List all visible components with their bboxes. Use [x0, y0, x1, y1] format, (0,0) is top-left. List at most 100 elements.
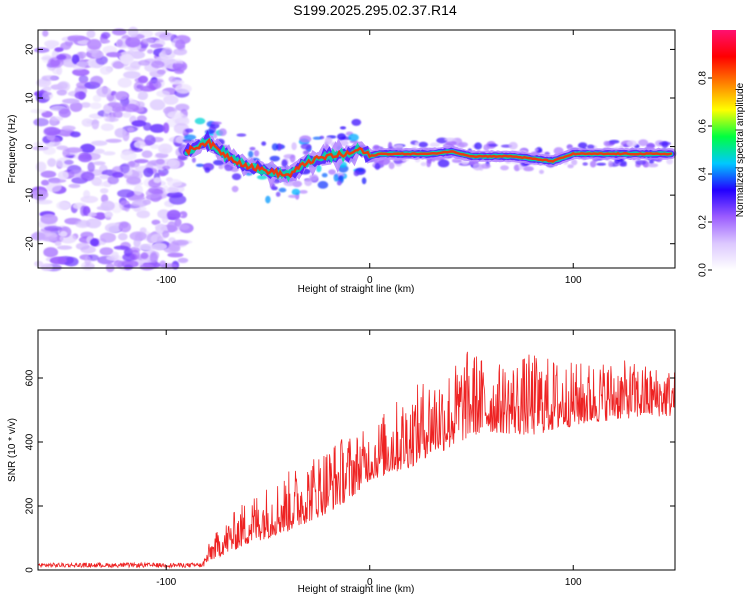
transition-blob [204, 167, 211, 173]
noise-blob [90, 75, 104, 86]
noise-blob [90, 238, 99, 247]
transition-blob [265, 195, 271, 204]
transition-blob [291, 188, 301, 196]
noise-blob [84, 255, 92, 266]
transition-blob [647, 163, 659, 168]
noise-blob [175, 103, 190, 112]
transition-blob [269, 155, 280, 162]
noise-blob [58, 108, 71, 118]
noise-blob [91, 50, 104, 59]
noise-blob [137, 75, 149, 84]
transition-blob [337, 133, 346, 141]
transition-blob [194, 117, 206, 125]
noise-blob [162, 165, 171, 170]
noise-blob [91, 119, 100, 130]
ridge-layer-3 [185, 137, 673, 179]
noise-blob [107, 175, 119, 185]
noise-blob [116, 39, 123, 47]
noise-blob [34, 47, 50, 53]
noise-blob [167, 179, 183, 188]
snr-series-line [37, 351, 676, 569]
transition-blob [300, 143, 312, 150]
noise-blob [68, 183, 81, 189]
colorbar-tick-label: 0.6 [698, 119, 709, 133]
x-tick-label: 100 [565, 577, 582, 588]
noise-blob [105, 138, 122, 143]
transition-blob [299, 190, 308, 194]
noise-blob [161, 47, 173, 55]
spectrogram-x-label: Height of straight line (km) [298, 284, 415, 295]
noise-blob [50, 116, 64, 121]
noise-blob [85, 218, 102, 229]
transition-blob [414, 141, 419, 146]
noise-blob [114, 127, 127, 138]
noise-blob [117, 77, 132, 88]
noise-blob [173, 48, 188, 56]
transition-blob [420, 162, 427, 167]
transition-blob [603, 140, 610, 146]
noise-blob [87, 212, 97, 217]
noise-blob [41, 75, 58, 81]
noise-blob [103, 111, 111, 122]
transition-blob [231, 185, 239, 193]
y-tick-label: -10 [25, 187, 36, 202]
snr-x-ticks: -100 0 100 [156, 330, 582, 588]
noise-blob [33, 118, 49, 127]
transition-blob [619, 163, 627, 167]
transition-blob [666, 158, 673, 165]
y-tick-label: 400 [25, 433, 36, 450]
noise-blob [155, 158, 165, 165]
noise-blob [133, 184, 144, 196]
snr-y-label: SNR (10 * v/v) [7, 418, 18, 482]
transition-blob [582, 162, 588, 166]
noise-blob [149, 79, 164, 83]
transition-blob [373, 144, 380, 150]
noise-blob [125, 36, 141, 48]
transition-blob [275, 191, 281, 197]
colorbar: 0.0 0.2 0.4 0.6 0.8 Normalized spectral ampl… [698, 30, 746, 277]
snr-frame [37, 329, 676, 571]
noise-blob [100, 200, 115, 211]
noise-blob [34, 260, 44, 267]
snr-panel: -100 0 100 0 200 400 600 Height of straight l… [7, 329, 676, 595]
colorbar-bar [712, 30, 736, 270]
noise-blob [57, 245, 73, 250]
transition-blob [333, 174, 339, 182]
noise-blob [129, 231, 147, 241]
noise-blob [111, 251, 119, 260]
noise-blob [62, 98, 80, 104]
noise-blob [40, 213, 58, 225]
noise-blob [149, 252, 158, 264]
noise-blob [144, 134, 156, 146]
transition-blob [472, 163, 483, 171]
x-tick-label: 100 [565, 275, 582, 286]
transition-blob [304, 178, 313, 187]
noise-blob [117, 189, 135, 198]
noise-blob [56, 54, 67, 60]
transition-blob [299, 135, 312, 143]
noise-blob [87, 161, 95, 173]
colorbar-tick-label: 0.8 [698, 71, 709, 85]
noise-blob [78, 153, 92, 163]
transition-blob [236, 133, 247, 137]
noise-blob [86, 30, 96, 38]
transition-blob [202, 164, 213, 168]
spectrogram-y-label: Frequency (Hz) [7, 115, 18, 184]
transition-blob [626, 140, 638, 148]
noise-blob [59, 230, 68, 237]
noise-blob [70, 131, 81, 138]
spectrogram-frame [37, 29, 676, 269]
noise-blob [91, 140, 108, 146]
transition-blob [191, 157, 196, 163]
y-tick-label: 20 [25, 43, 36, 55]
noise-blob [151, 242, 168, 251]
noise-blob [57, 171, 69, 180]
transition-blob [596, 162, 607, 166]
noise-blob [127, 104, 137, 110]
noise-blob [161, 216, 169, 224]
noise-blob [172, 63, 185, 69]
noise-blob [67, 35, 85, 41]
noise-blob [175, 116, 190, 126]
noise-blob [101, 32, 111, 39]
transition-blob [567, 164, 574, 169]
